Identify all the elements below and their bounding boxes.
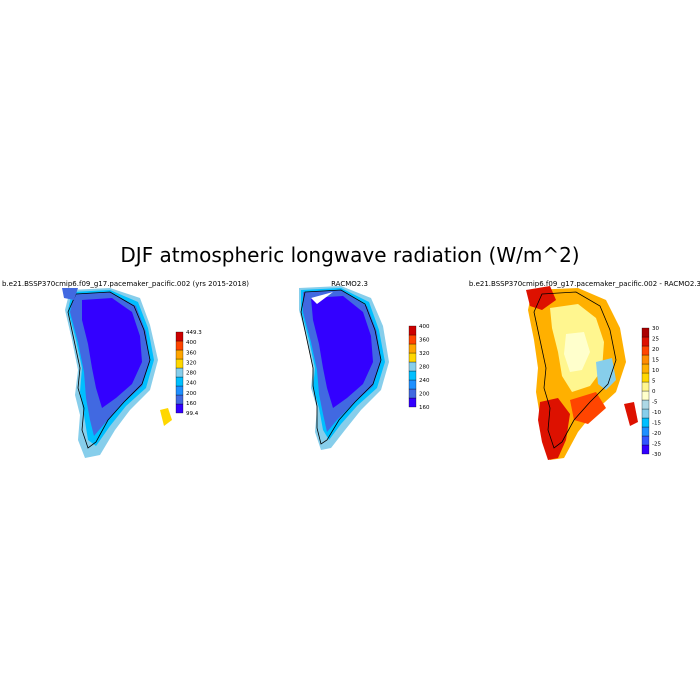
colorbar-segment [408, 397, 417, 408]
colorbar-tick-label: 25 [652, 337, 659, 343]
colorbar-tick-label: 240 [186, 381, 197, 387]
colorbar-segment [175, 331, 184, 342]
colorbar-segment [641, 354, 650, 365]
colorbar-tick-label: 160 [419, 405, 430, 411]
colorbar-tick-label: 449.3 [186, 330, 202, 336]
colorbar-tick-label: 15 [652, 358, 659, 364]
colorbar-segment [641, 345, 650, 356]
colorbar-tick-label: 200 [186, 391, 197, 397]
colorbar-tick-label: -20 [652, 431, 661, 437]
colorbar-segment [175, 376, 184, 387]
colorbar-tick-label: 5 [652, 379, 656, 385]
white-gap-patch [311, 292, 333, 304]
iceland-patch [160, 408, 172, 426]
colorbar-tick-label: 99.4 [186, 411, 199, 417]
colorbar-tick-label: -25 [652, 442, 661, 448]
colorbar-tick-label: -15 [652, 421, 661, 427]
colorbar-tick-label: 280 [419, 365, 430, 371]
colorbar-segment [641, 426, 650, 437]
colorbar-tick-label: 320 [419, 351, 430, 357]
colorbar-tick-label: 30 [652, 326, 659, 332]
diff-east-cool [596, 358, 616, 390]
panel-racmo-map: 160 200 240 280 320 360 400 [299, 286, 430, 450]
figure-title: DJF atmospheric longwave radiation (W/m^… [120, 243, 580, 267]
colorbar-segment [408, 361, 417, 372]
colorbar-segment [175, 394, 184, 405]
colorbar-tick-label: 360 [419, 338, 430, 344]
greenland-coastline [533, 291, 617, 449]
greenland-interior [311, 296, 373, 408]
colorbar-segment [408, 334, 417, 345]
diff-center-pale [564, 332, 590, 372]
colorbar-segment [641, 435, 650, 446]
panel-model-map: 99.4 160 200 240 280 320 360 400 449.3 [62, 288, 202, 458]
colorbar-segment [641, 363, 650, 374]
colorbar-segment [641, 372, 650, 383]
colorbar-segment [641, 444, 650, 455]
colorbar-tick-label: 240 [419, 378, 430, 384]
colorbar-tick-label: 320 [186, 360, 197, 366]
colorbar-segment [641, 381, 650, 392]
panel-racmo: RACMO2.3 160 200 240 280 320 360 400 [233, 280, 466, 470]
diff-south-warm [538, 398, 570, 460]
colorbar-tick-label: 400 [186, 340, 197, 346]
colorbar-segment [175, 385, 184, 396]
colorbar-segment [641, 390, 650, 401]
colorbar-tick-label: 0 [652, 389, 656, 395]
colorbar-segment [175, 403, 184, 414]
colorbar-difference: -30 -25 -20 -15 -10 -5 0 5 10 15 20 25 30 [641, 326, 661, 458]
panel-difference: b.e21.BSSP370cmip6.f09_g17.pacemaker_pac… [466, 280, 700, 470]
colorbar-segment [175, 349, 184, 360]
colorbar-segment [408, 343, 417, 354]
colorbar-segment [175, 367, 184, 378]
colorbar-tick-label: -30 [652, 452, 661, 458]
colorbar-segment [175, 340, 184, 351]
diff-east-warm [570, 392, 606, 424]
colorbar-model: 99.4 160 200 240 280 320 360 400 449.3 [175, 330, 202, 417]
diff-east-patch [624, 402, 638, 426]
diff-northwest-warm [526, 286, 556, 310]
colorbar-racmo: 160 200 240 280 320 360 400 [408, 324, 430, 411]
colorbar-tick-label: 10 [652, 368, 659, 374]
greenland-coastline [300, 289, 382, 445]
colorbar-tick-label: 360 [186, 350, 197, 356]
panel-difference-title: b.e21.BSSP370cmip6.f09_g17.pacemaker_pac… [468, 280, 700, 288]
colorbar-segment [641, 327, 650, 338]
ellesmere-patch [62, 288, 78, 300]
greenland-coastline [67, 291, 151, 449]
panel-model-title: b.e21.BSSP370cmip6.f09_g17.pacemaker_pac… [2, 280, 250, 288]
colorbar-segment [408, 352, 417, 363]
colorbar-segment [408, 370, 417, 381]
colorbar-segment [408, 388, 417, 399]
colorbar-tick-label: 200 [419, 392, 430, 398]
colorbar-segment [408, 325, 417, 336]
greenland-interior [82, 298, 142, 408]
colorbar-segment [641, 417, 650, 428]
colorbar-tick-label: -10 [652, 410, 661, 416]
colorbar-segment [408, 379, 417, 390]
colorbar-tick-label: 280 [186, 371, 197, 377]
colorbar-tick-label: 20 [652, 347, 659, 353]
colorbar-tick-label: -5 [652, 400, 658, 406]
colorbar-segment [175, 358, 184, 369]
panel-model: b.e21.BSSP370cmip6.f09_g17.pacemaker_pac… [0, 280, 249, 470]
colorbar-segment [641, 399, 650, 410]
colorbar-segment [641, 336, 650, 347]
panel-racmo-title: RACMO2.3 [331, 280, 368, 288]
panel-difference-map: -30 -25 -20 -15 -10 -5 0 5 10 15 20 25 30 [526, 286, 661, 460]
colorbar-segment [641, 408, 650, 419]
colorbar-tick-label: 160 [186, 401, 197, 407]
colorbar-tick-label: 400 [419, 324, 430, 330]
